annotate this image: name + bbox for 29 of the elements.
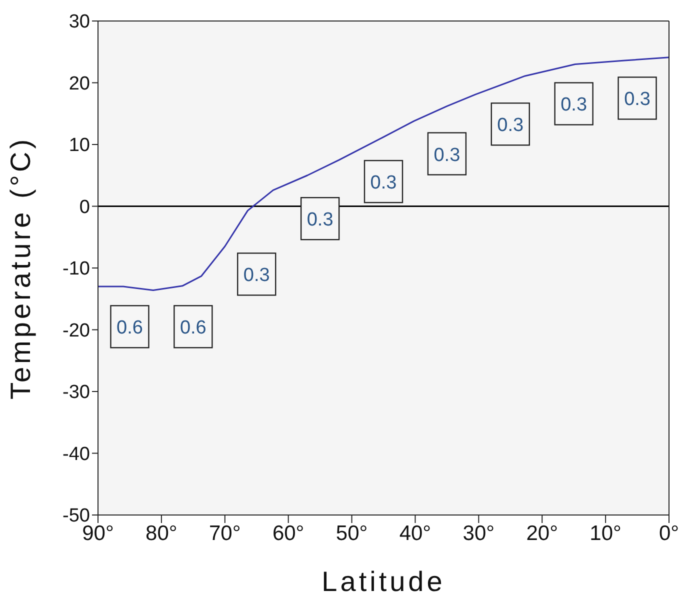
x-tick-label: 20° [526,522,558,545]
x-tick-label: 50° [336,522,368,545]
x-tick-label: 30° [462,522,495,545]
annotation: 0.3 [243,265,270,286]
annotation: 0.3 [624,89,650,110]
annotation: 0.3 [560,94,588,116]
y-axis-title: Temperature (°C) [4,136,36,400]
y-tick-label: 30 [68,12,90,33]
annotation: 0.6 [116,318,143,339]
line-series [98,56,669,291]
y-tick-label: -20 [62,320,90,342]
x-tick-label: 0° [658,522,680,545]
x-tick-label: 10° [590,522,622,545]
annotation: 0.3 [434,144,460,166]
y-tick-label: 20 [68,73,90,94]
y-tick-label: -40 [62,444,90,465]
x-tick-label: 40° [399,522,432,545]
annotation: 0.6 [180,318,206,339]
y-tick-label: -30 [62,382,90,404]
y-tick-label: 10 [68,135,90,156]
x-tick-label: 60° [272,522,304,545]
annotation: 0.3 [370,172,397,194]
y-tick-label: 0 [79,196,90,218]
x-axis-title: Latitude [322,566,446,597]
annotation: 0.3 [497,115,524,136]
annotation: 0.3 [306,210,334,231]
y-tick-label: -10 [62,258,90,280]
x-tick-label: 80° [146,522,178,545]
x-tick-label: 70° [209,522,241,545]
